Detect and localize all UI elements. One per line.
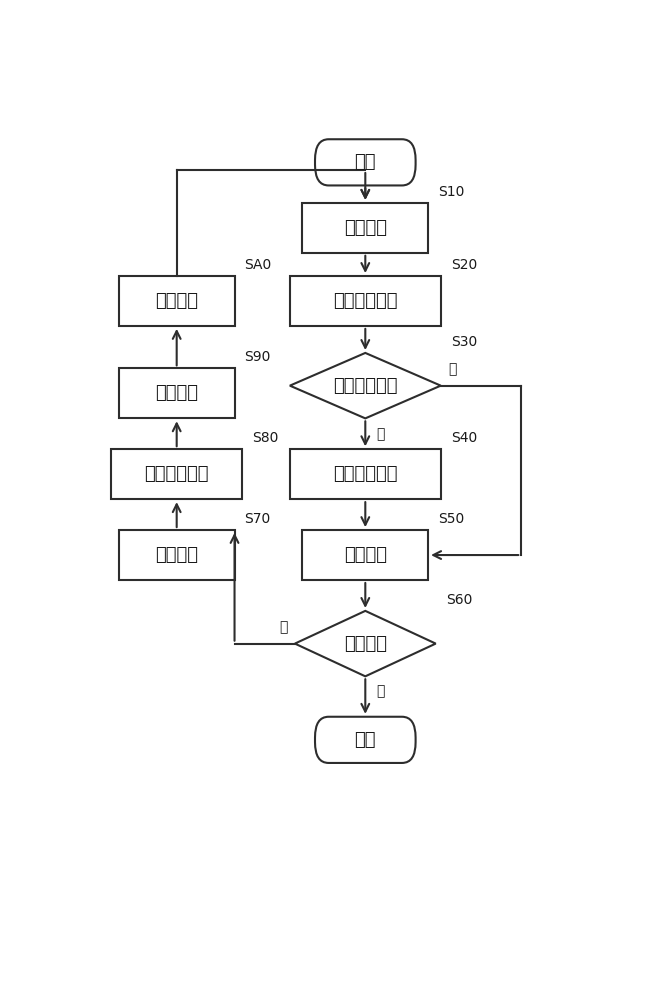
Polygon shape	[290, 353, 441, 418]
Text: 开始: 开始	[354, 153, 376, 171]
Text: 转发数据: 转发数据	[155, 384, 198, 402]
Text: S50: S50	[438, 512, 465, 526]
Bar	[290, 449, 441, 499]
Text: S80: S80	[252, 431, 278, 445]
Text: S30: S30	[451, 335, 477, 349]
Text: 检查通信连接: 检查通信连接	[333, 465, 398, 483]
Text: 设备自检: 设备自检	[344, 219, 387, 237]
Text: 读取是否成功: 读取是否成功	[333, 377, 398, 395]
Text: S20: S20	[451, 258, 477, 272]
Text: 组织数据上送: 组织数据上送	[145, 465, 209, 483]
Bar	[119, 368, 234, 418]
Bar	[119, 276, 234, 326]
Text: 是: 是	[376, 428, 385, 442]
Text: 系统配置: 系统配置	[155, 546, 198, 564]
Bar	[290, 276, 441, 326]
Polygon shape	[295, 611, 435, 676]
Text: 收发数据: 收发数据	[344, 546, 387, 564]
FancyBboxPatch shape	[315, 717, 415, 763]
Text: 否: 否	[448, 362, 457, 376]
Bar	[119, 530, 234, 580]
Text: S70: S70	[245, 512, 271, 526]
Bar	[302, 530, 428, 580]
Text: S10: S10	[438, 185, 465, 199]
Text: 保存文件: 保存文件	[155, 292, 198, 310]
Text: 读取配置文件: 读取配置文件	[333, 292, 398, 310]
Bar	[112, 449, 242, 499]
Text: 否: 否	[376, 684, 385, 698]
Text: 是: 是	[279, 620, 288, 634]
FancyBboxPatch shape	[315, 139, 415, 185]
Text: S40: S40	[451, 431, 477, 445]
Text: S60: S60	[446, 593, 472, 607]
Bar	[302, 203, 428, 253]
Text: 结束: 结束	[354, 731, 376, 749]
Text: S90: S90	[245, 350, 271, 364]
Text: 是否配置: 是否配置	[344, 635, 387, 653]
Text: SA0: SA0	[245, 258, 272, 272]
